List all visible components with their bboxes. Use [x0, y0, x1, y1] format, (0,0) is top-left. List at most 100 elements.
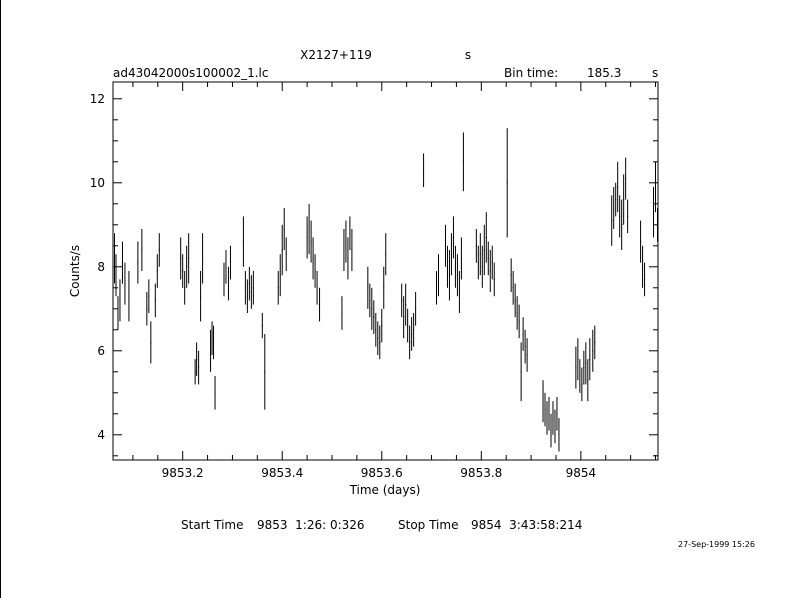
data-point	[450, 233, 452, 276]
data-point	[452, 216, 454, 259]
data-point	[554, 409, 556, 444]
data-point	[654, 161, 657, 213]
data-point	[211, 321, 213, 355]
y-tick-label: 12	[90, 92, 105, 106]
data-point	[479, 233, 481, 276]
data-point	[512, 271, 514, 305]
source-name: X2127+119	[300, 48, 372, 62]
data-point	[312, 237, 314, 280]
data-point	[341, 296, 343, 330]
data-point	[250, 275, 252, 309]
data-points	[113, 128, 659, 452]
data-point	[246, 279, 248, 313]
data-point	[477, 245, 479, 280]
data-point	[446, 245, 448, 288]
data-point	[184, 271, 186, 305]
data-point	[119, 279, 121, 322]
data-point	[462, 132, 464, 192]
data-point	[343, 229, 345, 271]
data-point	[585, 342, 587, 385]
data-point	[491, 245, 493, 280]
data-point	[454, 245, 456, 288]
data-point	[627, 199, 629, 234]
data-point	[579, 359, 581, 393]
data-point	[413, 313, 415, 347]
data-point	[351, 229, 353, 271]
bin-time-unit: s	[652, 66, 658, 80]
x-tick-label: 9854	[566, 466, 597, 480]
data-point	[308, 203, 310, 255]
data-point	[520, 342, 522, 402]
data-point	[542, 380, 544, 423]
data-point	[444, 224, 447, 267]
data-point	[385, 233, 387, 276]
data-point	[548, 397, 550, 431]
timestamp: 27-Sep-1999 15:26	[678, 540, 755, 549]
x-tick-label: 9853.8	[460, 466, 502, 480]
data-point	[656, 208, 659, 242]
data-point	[552, 401, 554, 435]
data-point	[460, 237, 462, 280]
data-point	[117, 296, 119, 330]
data-point	[613, 187, 615, 229]
data-point	[154, 283, 156, 318]
data-point	[188, 233, 190, 284]
data-point	[281, 224, 283, 276]
data-point	[411, 317, 413, 351]
data-point	[489, 250, 491, 292]
data-point	[369, 283, 371, 318]
data-point	[248, 266, 250, 301]
start-time-value: 9853 1:26: 0:326	[257, 518, 365, 532]
data-point	[524, 329, 526, 364]
data-point	[349, 216, 351, 250]
data-point	[640, 220, 642, 263]
data-point	[617, 161, 619, 213]
data-point	[644, 262, 646, 297]
data-point	[314, 254, 316, 288]
data-point	[623, 174, 625, 225]
data-point	[261, 313, 263, 339]
data-point	[581, 367, 583, 402]
data-point	[481, 245, 483, 288]
data-point	[556, 397, 558, 431]
file-name: ad43042000s100002_1.lc	[113, 66, 269, 80]
data-point	[277, 271, 279, 305]
data-point	[475, 229, 477, 263]
data-point	[194, 359, 196, 385]
data-point	[242, 216, 244, 267]
data-point	[319, 287, 321, 322]
data-point	[435, 271, 438, 305]
data-point	[150, 321, 152, 364]
y-axis-label: Counts/s	[68, 245, 82, 297]
data-point	[200, 271, 202, 322]
data-point	[345, 220, 347, 263]
data-point	[401, 283, 403, 318]
data-point	[642, 245, 644, 288]
data-point	[379, 325, 381, 360]
data-point	[373, 300, 375, 334]
data-point	[367, 266, 369, 309]
data-point	[621, 199, 623, 250]
data-point	[383, 266, 385, 309]
data-point	[403, 296, 405, 339]
data-point	[493, 262, 495, 297]
data-point	[244, 271, 246, 305]
bin-time-label: Bin time:	[504, 66, 558, 80]
data-point	[182, 254, 184, 288]
y-tick-label: 4	[97, 428, 105, 442]
stop-time-label: Stop Time	[398, 518, 458, 532]
data-point	[213, 325, 215, 360]
data-point	[483, 224, 485, 276]
data-point	[285, 237, 287, 271]
data-point	[516, 296, 518, 330]
data-point	[577, 338, 579, 381]
y-tick-label: 10	[90, 176, 105, 190]
data-point	[214, 376, 216, 410]
data-point	[186, 245, 188, 288]
data-point	[381, 308, 383, 343]
stop-time-value: 9854 3:43:58:214	[471, 518, 582, 532]
data-point	[229, 245, 231, 280]
data-point	[415, 292, 417, 326]
